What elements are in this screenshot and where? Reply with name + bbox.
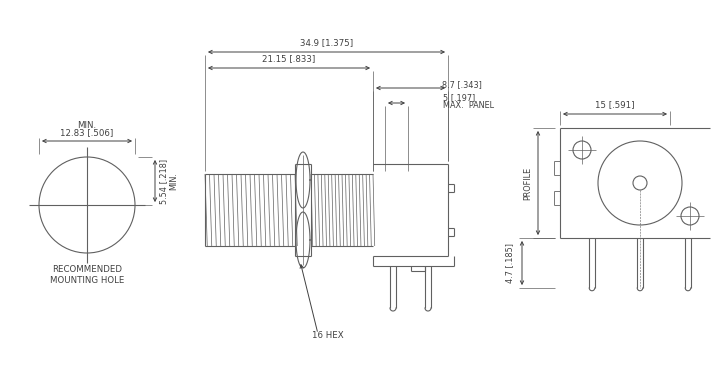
Text: 15 [.591]: 15 [.591] <box>595 100 635 109</box>
Text: RECOMMENDED
MOUNTING HOLE: RECOMMENDED MOUNTING HOLE <box>50 265 124 285</box>
Text: 4.7 [.185]: 4.7 [.185] <box>505 243 515 283</box>
Text: 34.9 [1.375]: 34.9 [1.375] <box>300 38 353 47</box>
Text: PROFILE: PROFILE <box>523 167 533 199</box>
Text: 21.15 [.833]: 21.15 [.833] <box>262 54 315 63</box>
Text: 5.54 [.218]
MIN.: 5.54 [.218] MIN. <box>159 158 179 204</box>
Text: 5 [.197]: 5 [.197] <box>443 93 475 102</box>
Text: MAX.  PANEL: MAX. PANEL <box>443 102 494 111</box>
Text: MIN.: MIN. <box>78 122 96 131</box>
Text: 12.83 [.506]: 12.83 [.506] <box>60 129 114 138</box>
Text: 16 HEX: 16 HEX <box>312 332 344 341</box>
Text: 8.7 [.343]: 8.7 [.343] <box>443 81 482 90</box>
